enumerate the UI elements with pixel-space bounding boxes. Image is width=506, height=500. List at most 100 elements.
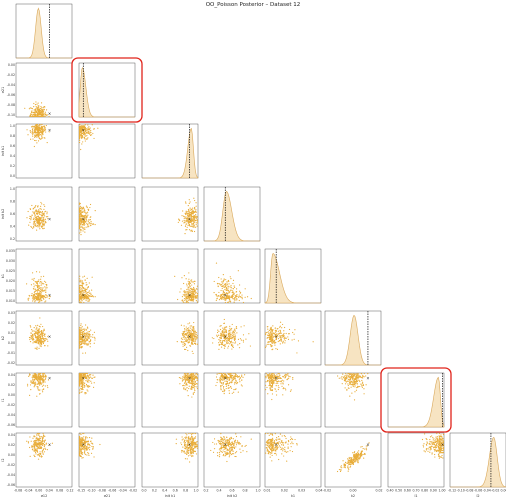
sample-point	[341, 376, 343, 378]
sample-point	[227, 296, 229, 298]
sample-point	[37, 386, 39, 388]
sample-point	[37, 205, 39, 208]
y-tick-label: -0.04	[7, 473, 15, 477]
sample-point	[39, 130, 42, 132]
sample-point	[363, 393, 365, 395]
sample-point	[229, 381, 231, 383]
sample-point	[78, 299, 81, 301]
sample-point	[178, 218, 180, 220]
sample-point	[271, 385, 273, 387]
sample-point	[79, 224, 81, 226]
sample-point	[278, 377, 280, 379]
sample-point	[44, 286, 46, 288]
sample-point	[33, 338, 35, 341]
sample-point	[230, 375, 232, 377]
sample-point	[178, 376, 181, 379]
sample-point	[44, 219, 46, 221]
sample-point	[355, 372, 357, 375]
sample-point	[185, 338, 187, 341]
sample-point	[362, 377, 364, 379]
sample-point	[350, 384, 352, 386]
sample-point	[80, 231, 82, 233]
sample-point	[217, 295, 219, 297]
sample-point	[231, 344, 233, 346]
y-tick-label: -0.04	[7, 413, 15, 417]
sample-point	[226, 282, 228, 284]
sample-point	[29, 341, 32, 343]
sample-point	[277, 330, 279, 332]
sample-point	[277, 340, 279, 343]
sample-point	[45, 287, 47, 289]
sample-point	[230, 381, 232, 383]
sample-point	[270, 381, 272, 383]
sample-point	[88, 331, 91, 333]
sample-point	[187, 211, 189, 213]
sample-point	[34, 127, 37, 129]
sample-point	[34, 136, 36, 139]
sample-point	[270, 388, 272, 390]
y-tick-label: 0.030	[6, 259, 15, 263]
sample-point	[81, 326, 83, 328]
sample-point	[35, 111, 37, 113]
sample-point	[40, 345, 42, 348]
sample-point	[188, 272, 190, 274]
sample-point	[39, 382, 41, 384]
sample-point	[220, 337, 222, 340]
sample-point	[78, 342, 81, 344]
sample-point	[270, 385, 272, 388]
sample-point	[266, 343, 268, 345]
sample-point	[215, 295, 218, 297]
sample-point	[193, 342, 196, 345]
sample-point	[82, 298, 84, 300]
sample-point	[89, 334, 91, 336]
sample-point	[37, 215, 39, 217]
sample-point	[232, 346, 235, 348]
sample-point	[36, 220, 38, 222]
sample-point	[353, 399, 356, 401]
sample-point	[37, 289, 40, 291]
sample-point	[44, 345, 46, 347]
sample-point	[192, 299, 194, 301]
sample-point	[231, 348, 233, 350]
sample-point	[225, 385, 227, 388]
sample-point	[271, 331, 273, 333]
sample-point	[43, 137, 45, 139]
sample-point	[219, 295, 221, 297]
sample-point	[281, 327, 283, 329]
sample-point	[34, 377, 36, 379]
sample-point	[37, 135, 39, 137]
sample-point	[39, 281, 42, 283]
sample-point	[193, 197, 195, 199]
sample-point	[39, 335, 41, 337]
sample-point	[185, 290, 187, 292]
sample-point	[35, 209, 37, 212]
sample-point	[192, 327, 194, 329]
sample-point	[85, 290, 87, 293]
sample-point	[84, 129, 86, 131]
sample-point	[87, 209, 90, 211]
sample-point	[83, 343, 86, 345]
sample-point	[82, 276, 84, 278]
sample-point	[32, 223, 35, 225]
sample-point	[84, 375, 87, 377]
sample-point	[356, 373, 358, 375]
sample-point	[81, 135, 83, 138]
sample-point	[351, 375, 353, 377]
sample-point	[83, 222, 85, 224]
sample-point	[190, 213, 192, 215]
sample-point	[34, 443, 36, 445]
sample-point	[227, 385, 229, 387]
sample-point	[29, 221, 31, 223]
sample-point	[38, 220, 40, 223]
sample-point	[31, 108, 33, 110]
sample-point	[79, 285, 81, 287]
sample-point	[219, 328, 222, 331]
sample-point	[32, 337, 34, 339]
sample-point	[230, 335, 232, 337]
sample-point	[211, 337, 213, 339]
sample-point	[82, 141, 84, 143]
sample-point	[227, 285, 229, 287]
sample-point	[268, 338, 271, 341]
sample-point	[190, 230, 192, 232]
